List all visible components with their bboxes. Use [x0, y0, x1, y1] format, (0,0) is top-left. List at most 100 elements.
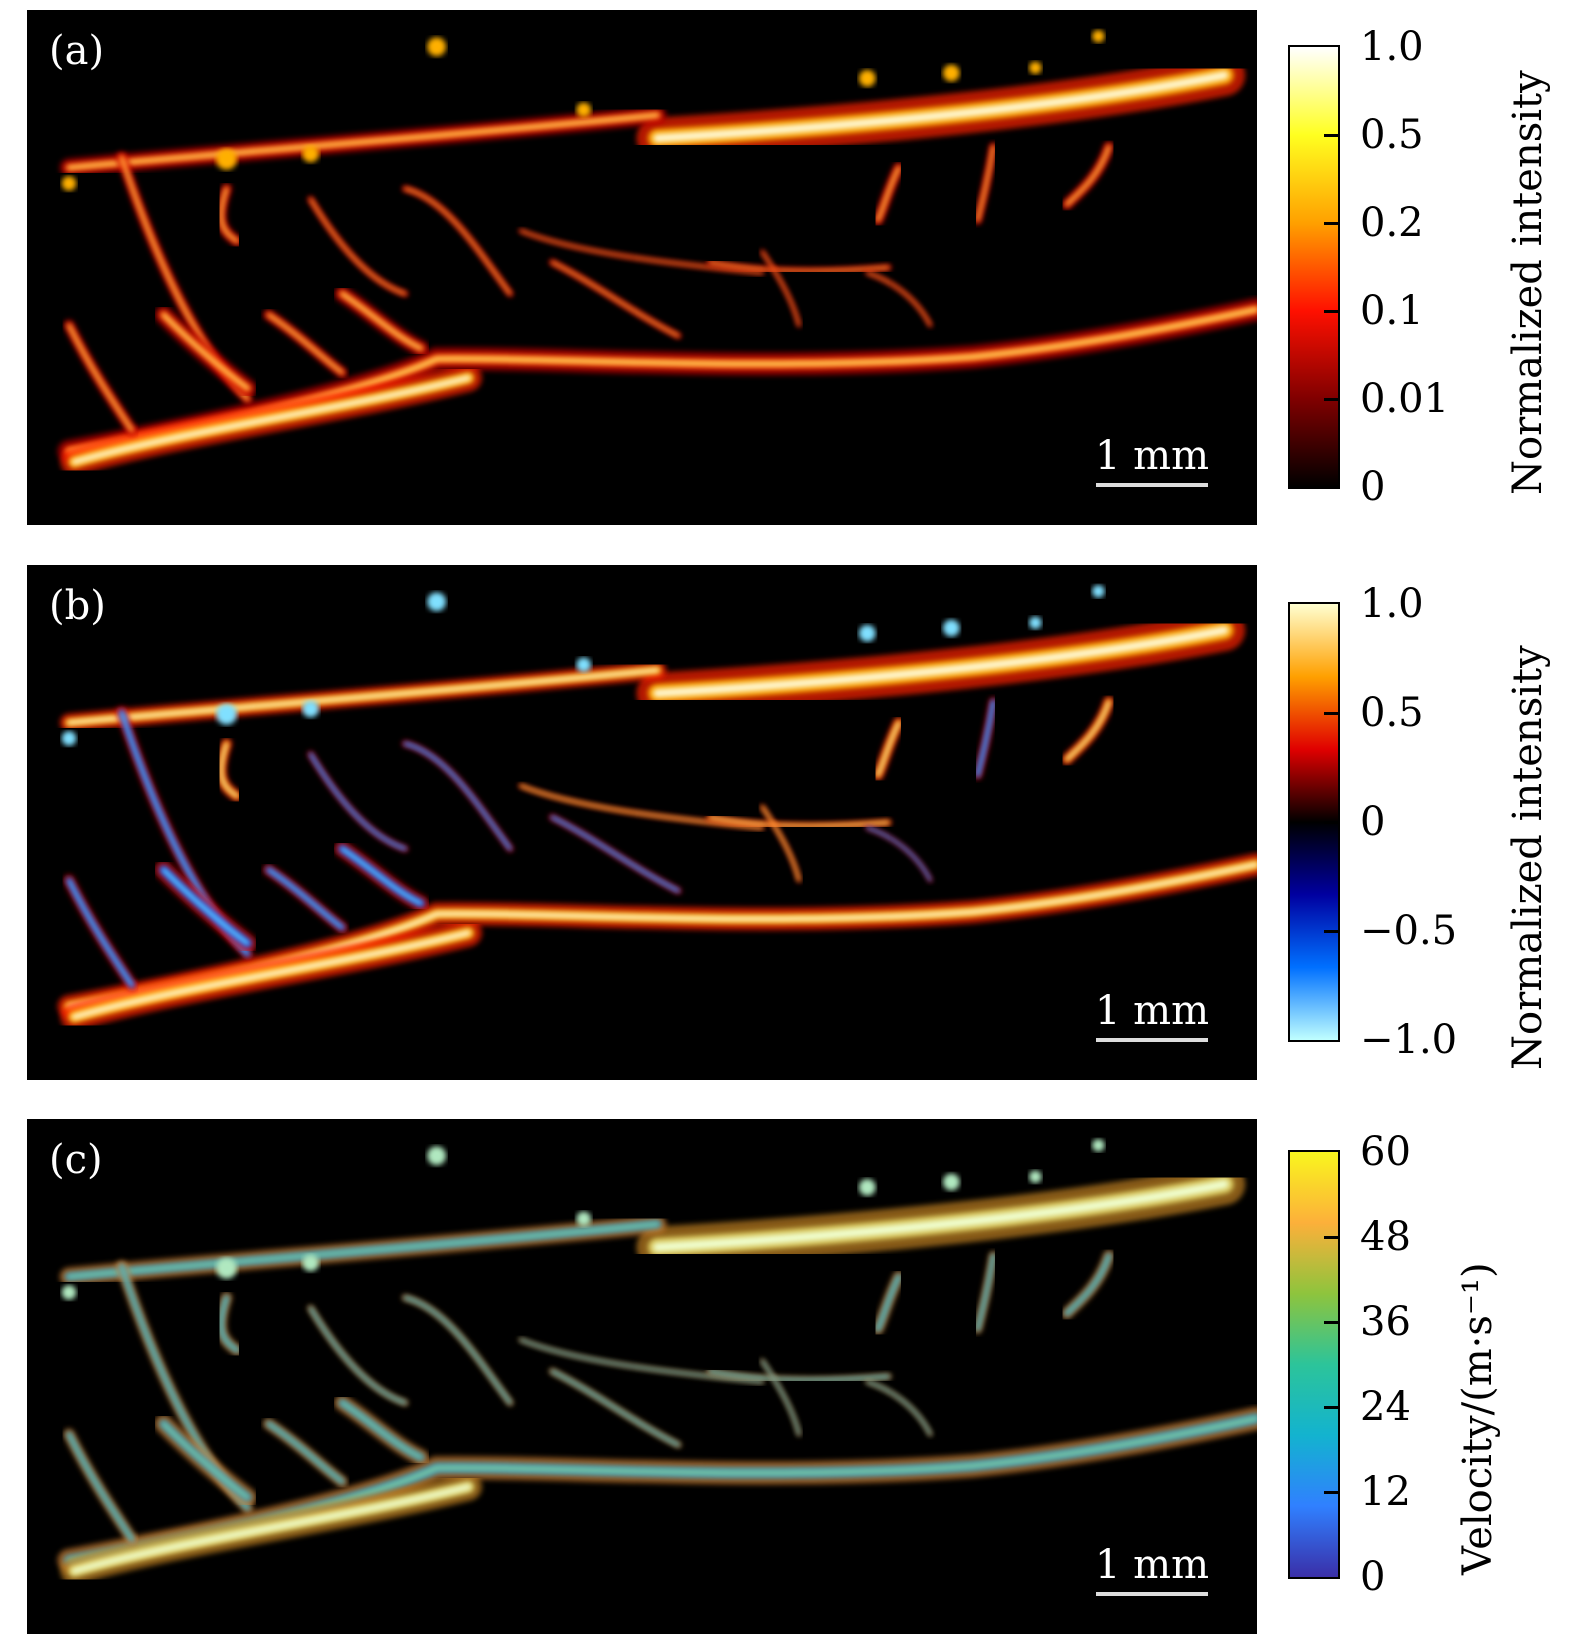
- vessel-mark: [652, 70, 1229, 143]
- vessel-mark: [307, 750, 409, 853]
- vessel-spot: [61, 1285, 77, 1300]
- vessel-mark: [520, 1339, 763, 1383]
- vessel-mark: [67, 668, 660, 725]
- vessel-spot: [427, 1146, 447, 1166]
- vessel-mark: [309, 753, 406, 850]
- vessel-spot: [302, 145, 320, 163]
- colorbar-tick-label: 0.2: [1360, 200, 1424, 246]
- vessel-mark: [1065, 1254, 1111, 1315]
- vessel-mark: [401, 740, 514, 853]
- vessel-mark: [759, 804, 802, 883]
- scale-bar-label: 1 mm: [1094, 433, 1209, 479]
- vessel-mark: [520, 785, 763, 829]
- scale-bar: 1 mm: [1095, 988, 1209, 1042]
- colorbar-tick: [1324, 821, 1338, 824]
- vessel-mark: [709, 261, 890, 272]
- vessel-mark: [551, 1370, 679, 1446]
- vessel-mark: [866, 271, 932, 327]
- vessel-mark: [864, 825, 933, 883]
- vessel-mark: [67, 1433, 134, 1541]
- vessel-mark: [864, 1379, 933, 1437]
- vessel-mark: [1065, 145, 1111, 206]
- vessel-mark: [759, 1358, 802, 1437]
- vessel-mark: [309, 1306, 407, 1405]
- colorbar-tick: [1324, 134, 1338, 137]
- colorbar-tick: [1324, 1321, 1338, 1324]
- vessel-mark: [652, 1179, 1229, 1252]
- vessel-mark: [404, 742, 511, 850]
- vessel-spot: [858, 1178, 876, 1196]
- vessel-image-b: [57, 584, 1257, 1031]
- vessel-mark: [876, 721, 901, 777]
- vessel-mark: [67, 113, 660, 170]
- vessel-spot: [942, 1173, 960, 1191]
- vessel-spot: [942, 619, 960, 637]
- panel-label: (c): [49, 1137, 103, 1183]
- vessel-mark: [520, 230, 763, 274]
- vessel-spot: [216, 1257, 238, 1279]
- vessel-mark: [219, 742, 239, 798]
- colorbar-tick: [1324, 398, 1338, 401]
- colorbar-tick: [1324, 712, 1338, 715]
- panel-a-image: (a) 1 mm: [27, 10, 1257, 525]
- vessel-spot: [302, 1254, 320, 1272]
- vessel-mark: [340, 1401, 423, 1460]
- colorbar-tick-label: 0.5: [1360, 112, 1424, 158]
- vessel-mark: [1065, 700, 1111, 761]
- scale-bar: 1 mm: [1095, 433, 1209, 487]
- vessel-mark: [976, 145, 995, 222]
- vessel-mark: [71, 375, 471, 465]
- vessel-mark: [161, 312, 250, 391]
- vessel-mark: [652, 625, 1229, 698]
- vessel-mark: [876, 166, 901, 222]
- scale-bar: 1 mm: [1095, 1542, 1209, 1596]
- vessel-spot: [1029, 1170, 1042, 1184]
- vessel-mark: [267, 1422, 344, 1483]
- vessel-spot: [1092, 584, 1105, 598]
- colorbar-tick-label: 0.5: [1360, 690, 1424, 736]
- vessel-mark: [307, 1304, 409, 1407]
- vessel-mark: [551, 816, 679, 892]
- colorbar-tick: [1324, 222, 1338, 225]
- vessel-mark: [340, 847, 423, 906]
- vessel-spot: [858, 69, 876, 87]
- vessel-mark: [161, 867, 250, 946]
- colorbar-tick-label: 24: [1360, 1384, 1411, 1430]
- vessel-mark: [309, 752, 407, 851]
- panel-b-image: (b) 1 mm: [27, 565, 1257, 1080]
- vessel-mark: [267, 868, 344, 929]
- vessel-mark: [267, 313, 344, 374]
- colorbar-tick: [1324, 1491, 1338, 1494]
- vessel-image-a: [57, 29, 1257, 476]
- vessel-mark: [309, 198, 406, 295]
- vessel-mark: [161, 1421, 250, 1500]
- colorbar-tick-label: −1.0: [1360, 1017, 1458, 1063]
- colorbar-tick: [1324, 930, 1338, 933]
- colorbar-tick-label: 0: [1360, 464, 1386, 510]
- vessel-spot: [302, 700, 320, 718]
- vessel-mark: [551, 261, 679, 337]
- colorbar-tick-label: −0.5: [1360, 908, 1458, 954]
- colorbar-tick-label: 0.1: [1360, 288, 1424, 334]
- colorbar-title: Normalized intensity: [1505, 70, 1551, 495]
- vessel-mark: [761, 806, 800, 881]
- vessel-mark: [876, 1275, 901, 1331]
- vessel-mark: [340, 292, 423, 351]
- vessel-spot: [427, 37, 447, 57]
- colorbar-tick-label: 1.0: [1360, 581, 1424, 627]
- vessel-mark: [866, 1381, 931, 1435]
- vessel-mark: [759, 249, 802, 328]
- colorbar-title: Normalized intensity: [1505, 645, 1551, 1070]
- scale-bar-label: 1 mm: [1094, 1542, 1209, 1588]
- vessel-image-c: [57, 1138, 1257, 1585]
- vessel-mark: [404, 1296, 511, 1404]
- colorbar-tick-label: 60: [1360, 1129, 1411, 1175]
- colorbar-tick-label: 12: [1360, 1469, 1411, 1515]
- colorbar-tick-label: 0: [1360, 799, 1386, 845]
- vessel-mark: [71, 930, 471, 1020]
- vessel-mark: [219, 1296, 239, 1352]
- vessel-mark: [309, 197, 407, 296]
- colorbar-tick: [1324, 1236, 1338, 1239]
- vessel-mark: [761, 1360, 800, 1435]
- vessel-spot: [61, 176, 77, 191]
